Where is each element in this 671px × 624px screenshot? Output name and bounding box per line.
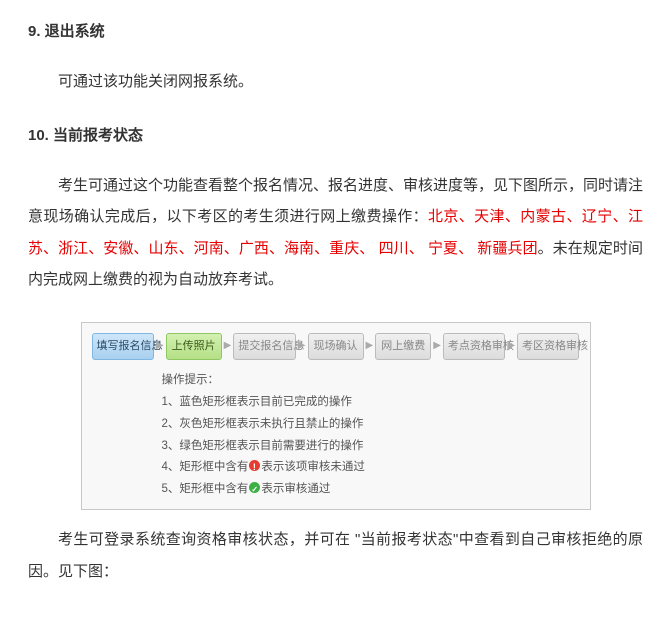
hint-2: 2、灰色矩形框表示未执行且禁止的操作: [162, 414, 580, 436]
step-1: 填写报名信息: [92, 333, 154, 361]
step-4: 现场确认: [308, 333, 364, 361]
section-9-body: 可通过该功能关闭网报系统。: [28, 66, 643, 98]
step-2: 上传照片: [166, 333, 222, 361]
section-10-footer: 考生可登录系统查询资格审核状态，并可在 "当前报考状态"中查看到自己审核拒绝的原…: [28, 524, 643, 587]
section-9-title: 9. 退出系统: [28, 20, 643, 44]
arrow-icon: ▶: [433, 338, 441, 354]
workflow-diagram: 填写报名信息▶上传照片▶提交报名信息▶现场确认▶网上缴费▶考点资格审核▶考区资格…: [81, 322, 591, 511]
hint-1: 1、蓝色矩形框表示目前已完成的操作: [162, 392, 580, 414]
arrow-icon: ▶: [298, 338, 306, 354]
step-6: 考点资格审核: [443, 333, 505, 361]
red-dot-icon: [249, 460, 260, 471]
step-7: 考区资格审核: [517, 333, 579, 361]
hints-block: 操作提示： 1、蓝色矩形框表示目前已完成的操作 2、灰色矩形框表示未执行且禁止的…: [92, 370, 580, 501]
steps-row: 填写报名信息▶上传照片▶提交报名信息▶现场确认▶网上缴费▶考点资格审核▶考区资格…: [92, 333, 580, 361]
arrow-icon: ▶: [224, 338, 232, 354]
green-dot-icon: [249, 482, 260, 493]
hint-3: 3、绿色矩形框表示目前需要进行的操作: [162, 436, 580, 458]
hint-5: 5、矩形框中含有表示审核通过: [162, 479, 580, 501]
section-10-title: 10. 当前报考状态: [28, 124, 643, 148]
arrow-icon: ▶: [156, 338, 164, 354]
step-5: 网上缴费: [375, 333, 431, 361]
hint-4: 4、矩形框中含有表示该项审核未通过: [162, 457, 580, 479]
arrow-icon: ▶: [366, 338, 374, 354]
hints-title: 操作提示：: [162, 370, 580, 392]
arrow-icon: ▶: [507, 338, 515, 354]
section-10-body: 考生可通过这个功能查看整个报名情况、报名进度、审核进度等，见下图所示，同时请注意…: [28, 170, 643, 296]
step-3: 提交报名信息: [233, 333, 295, 361]
